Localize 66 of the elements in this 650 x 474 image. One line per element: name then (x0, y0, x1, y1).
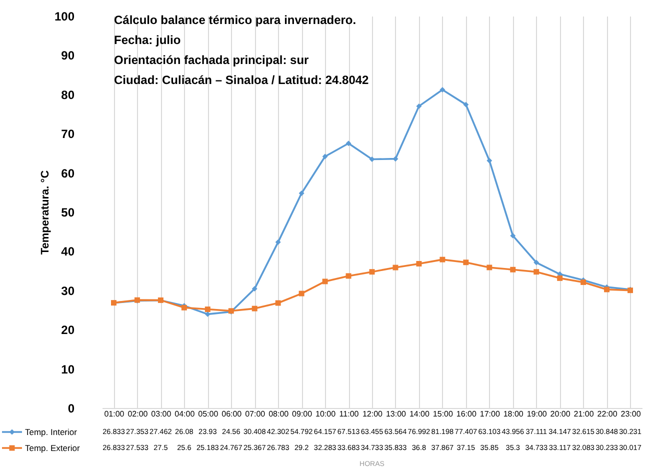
point (252, 286, 258, 292)
x-tick-label: 16:00 (456, 410, 477, 418)
point (322, 154, 328, 160)
point (392, 264, 398, 270)
point (463, 102, 469, 108)
point (510, 266, 516, 272)
x-tick-label: 18:00 (503, 410, 524, 418)
point (252, 306, 258, 312)
y-tick-label: 50 (61, 206, 75, 220)
y-tick-label: 30 (61, 284, 75, 298)
x-tick-label: 19:00 (526, 410, 548, 418)
x-tick-label: 09:00 (292, 410, 313, 418)
y-tick-label: 20 (61, 323, 75, 338)
point (298, 290, 304, 296)
point (604, 286, 610, 292)
point (346, 140, 352, 146)
x-tick-label: 11:00 (339, 410, 360, 418)
x-tick-label: 20:00 (550, 410, 571, 418)
x-tick-label: 01:00 (104, 410, 125, 418)
point (275, 239, 281, 245)
point (204, 306, 210, 312)
y-tick-label: 90 (61, 48, 75, 63)
y-tick-label: 60 (61, 166, 75, 180)
x-tick-label: 15:00 (432, 410, 454, 418)
y-tick-label: 70 (61, 127, 75, 142)
x-tick-label: 13:00 (386, 410, 407, 418)
x-tick-label: 22:00 (597, 410, 618, 418)
chart-title: Cálculo balance térmico para invernadero. (114, 13, 356, 27)
point (322, 278, 328, 284)
x-tick-label: 04:00 (174, 410, 196, 418)
x-tick-label: 10:00 (316, 410, 336, 418)
x-tick-label: 14:00 (409, 410, 430, 418)
legend-label: Temp. Interior (25, 427, 78, 437)
x-tick-label: 03:00 (151, 410, 172, 418)
x-tick-label: 02:00 (128, 410, 148, 418)
point (440, 86, 446, 92)
y-tick-label: 100 (54, 10, 75, 24)
point (510, 232, 516, 238)
point (416, 261, 422, 266)
point (534, 269, 540, 275)
y-tick-label: 80 (61, 88, 75, 102)
point (346, 273, 352, 279)
point (486, 264, 492, 270)
x-tick-label: 08:00 (268, 410, 290, 418)
y-tick-label: 40 (61, 244, 75, 259)
point (298, 190, 304, 196)
x-tick-label: 23:00 (620, 410, 642, 418)
point (534, 260, 540, 266)
x-tick-label: 17:00 (480, 410, 500, 418)
text: Fecha: julio Orientación fachada principal: sur Ciudad: Culiacán – Sinaloa / Latitud: 24.8042 (114, 33, 370, 87)
point (369, 269, 375, 275)
x-tick-label: 12:00 (362, 410, 384, 418)
y-axis-title: Temperatura. °C (39, 170, 52, 255)
x-tick-label: 06:00 (222, 410, 242, 418)
point (416, 103, 422, 109)
point (557, 275, 563, 281)
point (275, 300, 281, 306)
x-tick-label: 07:00 (245, 410, 266, 418)
point (463, 260, 469, 266)
y-tick-label: 0 (68, 402, 75, 416)
point (440, 256, 446, 262)
point (486, 158, 492, 164)
x-tick-label: 21:00 (574, 410, 594, 418)
y-tick-label: 10 (61, 362, 75, 376)
legend-label: Temp. Exterior (25, 443, 80, 453)
x-tick-label: 05:00 (198, 410, 219, 418)
